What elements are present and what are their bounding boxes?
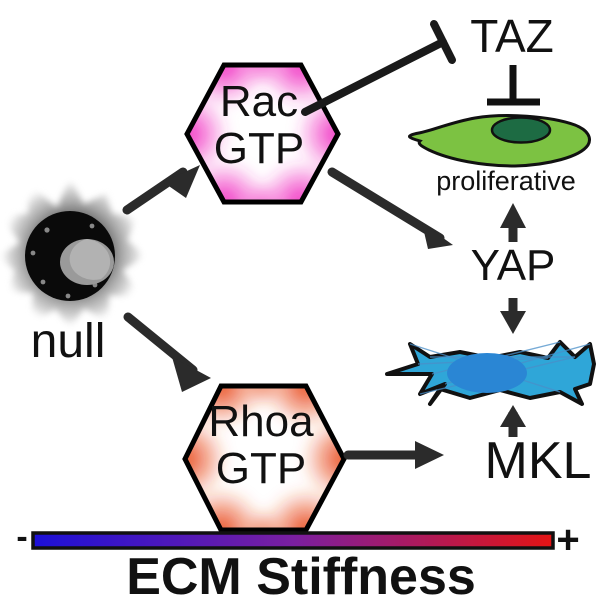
svg-text:MKL: MKL: [485, 432, 592, 490]
svg-text:ECM Stiffness: ECM Stiffness: [126, 548, 476, 600]
svg-text:GTP: GTP: [216, 444, 306, 493]
svg-text:null: null: [31, 315, 106, 368]
svg-text:Rhoa: Rhoa: [208, 397, 314, 446]
svg-text:GTP: GTP: [214, 124, 304, 173]
svg-text:TAZ: TAZ: [470, 10, 553, 62]
svg-text:-: -: [16, 518, 27, 556]
svg-text:proliferative: proliferative: [436, 166, 576, 196]
svg-text:+: +: [556, 518, 579, 562]
svg-text:YAP: YAP: [471, 241, 556, 290]
svg-text:Rac: Rac: [220, 77, 298, 126]
